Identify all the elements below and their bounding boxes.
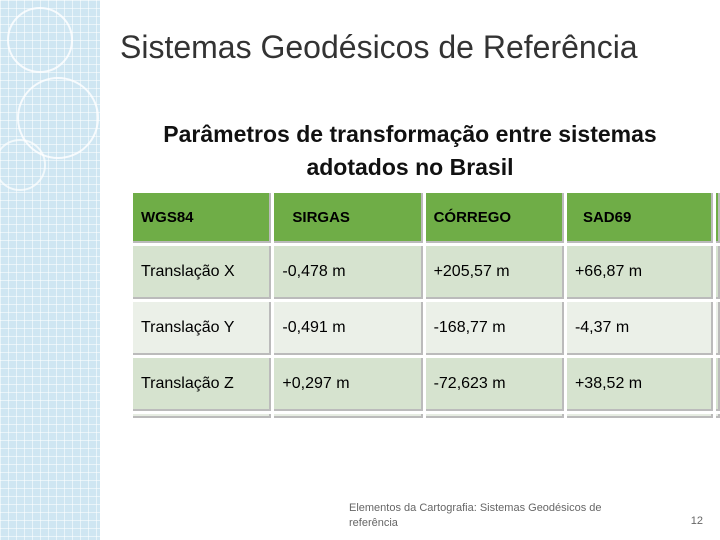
header-cell bbox=[716, 193, 720, 243]
cell: -72,623 m bbox=[425, 358, 564, 411]
cell: -0,491 m bbox=[274, 302, 423, 355]
cell: +0,297 m bbox=[274, 358, 423, 411]
empty-row bbox=[133, 414, 720, 418]
header-cell: SAD69 bbox=[566, 193, 713, 243]
cell bbox=[716, 302, 720, 355]
row: Translação X -0,478 m +205,57 m +66,87 m bbox=[133, 246, 720, 299]
decor-circles bbox=[0, 7, 99, 191]
slide-title: Sistemas Geodésicos de Referência bbox=[120, 29, 638, 65]
header-cell: WGS84 bbox=[133, 193, 272, 243]
row: Translação Y -0,491 m -168,77 m -4,37 m bbox=[133, 302, 720, 355]
cell: Translação Y bbox=[133, 302, 272, 355]
cell: +205,57 m bbox=[425, 246, 564, 299]
header-cell: CÓRREGO bbox=[425, 193, 564, 243]
cell: +66,87 m bbox=[566, 246, 713, 299]
cell bbox=[716, 358, 720, 411]
page-number: 12 bbox=[690, 515, 703, 527]
cell bbox=[274, 414, 423, 418]
header-row: WGS84 SIRGAS CÓRREGO SAD69 bbox=[133, 193, 720, 243]
cell: Translação X bbox=[133, 246, 272, 299]
cell: Translação Z bbox=[133, 358, 272, 411]
cell: -168,77 m bbox=[425, 302, 564, 355]
cell bbox=[716, 246, 720, 299]
cell: -4,37 m bbox=[566, 302, 713, 355]
decor-strip bbox=[0, 0, 100, 540]
cell bbox=[566, 414, 713, 418]
parameters-table: WGS84 SIRGAS CÓRREGO SAD69 Translação X … bbox=[130, 190, 720, 421]
cell: +38,52 m bbox=[566, 358, 713, 411]
row: Translação Z +0,297 m -72,623 m +38,52 m bbox=[133, 358, 720, 411]
slide-subtitle: Parâmetros de transformação entre sistem… bbox=[163, 121, 657, 180]
footer-text: Elementos da Cartografia: Sistemas Geodé… bbox=[349, 502, 602, 529]
header-cell: SIRGAS bbox=[274, 193, 423, 243]
cell bbox=[716, 414, 720, 418]
cell bbox=[133, 414, 272, 418]
cell bbox=[425, 414, 564, 418]
cell: -0,478 m bbox=[274, 246, 423, 299]
